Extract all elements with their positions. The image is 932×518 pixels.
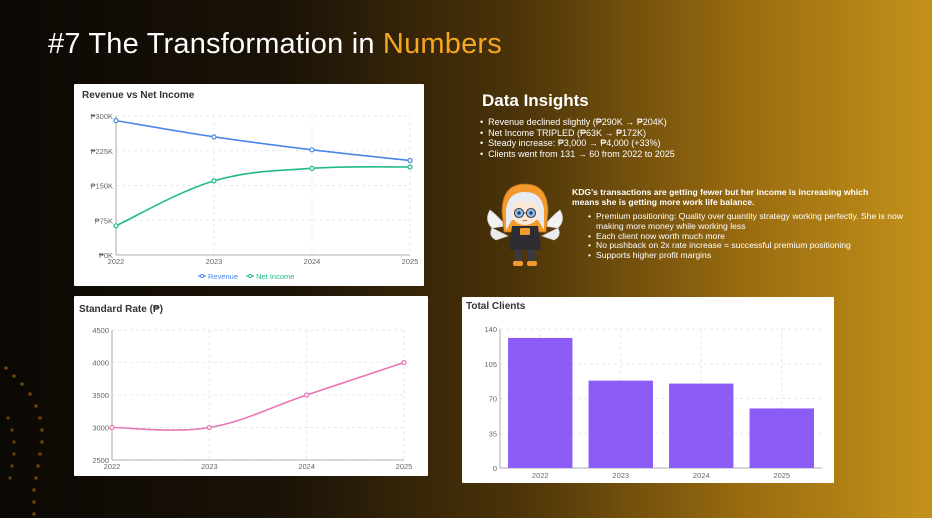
x-tick-label: 2025 — [396, 462, 413, 471]
series-line — [111, 361, 405, 431]
series-line — [115, 166, 411, 227]
revenue-net-income-chart-panel: Revenue vs Net Income ₱0K ₱75K ₱150K ₱225K ₱… — [74, 84, 424, 286]
data-point — [113, 118, 119, 124]
insight-note-item: Premium positioning: Quality over quanti… — [588, 211, 908, 232]
data-point — [401, 359, 407, 366]
data-point — [113, 223, 119, 229]
legend-label: Net Income — [256, 272, 294, 281]
y-tick-label: 4500 — [92, 326, 109, 335]
y-tick-label: 105 — [484, 360, 497, 369]
x-tick-label: 2023 — [612, 471, 629, 480]
y-tick-label: ₱300K — [90, 112, 113, 121]
slide-title-accent: Numbers — [382, 28, 502, 60]
bar — [749, 408, 814, 468]
data-point — [109, 424, 115, 431]
x-tick-label: 2022 — [104, 462, 121, 471]
data-point — [407, 157, 413, 164]
y-tick-label: 70 — [489, 395, 497, 404]
chart-title: Revenue vs Net Income — [82, 90, 195, 101]
y-tick-label: ₱0K — [99, 251, 113, 260]
y-tick-label: 4000 — [92, 359, 109, 368]
insight-note-item: No pushback on 2x rate increase = succes… — [588, 241, 908, 251]
slide-title: #7 The Transformation in Numbers — [48, 28, 502, 61]
insight-note-item: Each client now worth much more — [588, 231, 908, 242]
x-tick-label: 2022 — [108, 257, 125, 266]
insight-note-heading: KDG's transactions are getting fewer but… — [572, 187, 869, 207]
standard-rate-chart-panel: Standard Rate (₱) 2500 3000 3500 4000 4500 20… — [74, 296, 428, 476]
x-tick-label: 2022 — [532, 471, 549, 480]
y-tick-label: 0 — [493, 464, 497, 473]
insight-note-list: Premium positioning: Quality over quanti… — [580, 211, 908, 261]
x-tick-label: 2025 — [773, 471, 790, 480]
y-tick-label: 3000 — [92, 424, 109, 433]
total-clients-chart: 0 35 70 105 140 2022 2023 2024 2025 — [484, 325, 822, 480]
total-clients-chart-panel: Total Clients 0 35 70 105 140 2022 2023 2024 202… — [462, 297, 834, 483]
series-line — [115, 119, 411, 162]
insight-note-item: Supports higher profit margins — [588, 250, 908, 261]
legend-marker — [199, 273, 205, 279]
legend-marker — [248, 273, 253, 279]
x-tick-label: 2025 — [402, 257, 419, 266]
y-tick-label: ₱75K — [95, 216, 113, 225]
y-tick-label: 3500 — [92, 391, 109, 400]
data-point — [206, 424, 212, 431]
chart-title: Standard Rate (₱) — [79, 304, 163, 315]
x-tick-label: 2024 — [298, 462, 315, 471]
data-point — [309, 147, 315, 153]
x-tick-label: 2023 — [201, 462, 218, 471]
decorative-dots — [4, 366, 44, 516]
chart-title: Total Clients — [466, 301, 526, 312]
y-tick-label: ₱225K — [90, 147, 113, 156]
y-tick-label: 2500 — [92, 456, 109, 465]
x-tick-label: 2024 — [304, 257, 321, 266]
bar — [588, 380, 653, 468]
data-point — [309, 165, 315, 171]
bar — [669, 383, 734, 468]
standard-rate-chart: 2500 3000 3500 4000 4500 2022 2023 2024 2025 — [92, 326, 413, 471]
y-tick-label: 140 — [484, 325, 497, 334]
legend-label: Revenue — [208, 272, 238, 281]
data-point — [407, 164, 413, 170]
insight-item: Net Income TRIPLED (₱63K → ₱172K) — [488, 128, 675, 139]
insight-item: Clients went from 131 → 60 from 2022 to … — [488, 149, 675, 160]
mascot-illustration — [487, 183, 563, 266]
data-point — [211, 134, 217, 140]
insight-item: Steady increase: ₱3,000 → ₱4,000 (+33%) — [488, 138, 675, 149]
revenue-net-income-chart: ₱0K ₱75K ₱150K ₱225K ₱300K 2022 2023 2024 2025 Re… — [90, 112, 419, 281]
slide-title-main: #7 The Transformation in — [48, 28, 383, 60]
x-tick-label: 2023 — [206, 257, 223, 266]
insights-list: Revenue declined slightly (₱290K → ₱204K… — [478, 117, 675, 159]
data-point — [304, 392, 310, 398]
y-tick-label: ₱150K — [90, 182, 113, 191]
bar — [508, 337, 573, 468]
insights-title: Data Insights — [482, 91, 589, 110]
insight-item: Revenue declined slightly (₱290K → ₱204K… — [488, 117, 675, 128]
data-point — [211, 178, 217, 184]
y-tick-label: 35 — [489, 429, 497, 438]
x-tick-label: 2024 — [693, 471, 710, 480]
